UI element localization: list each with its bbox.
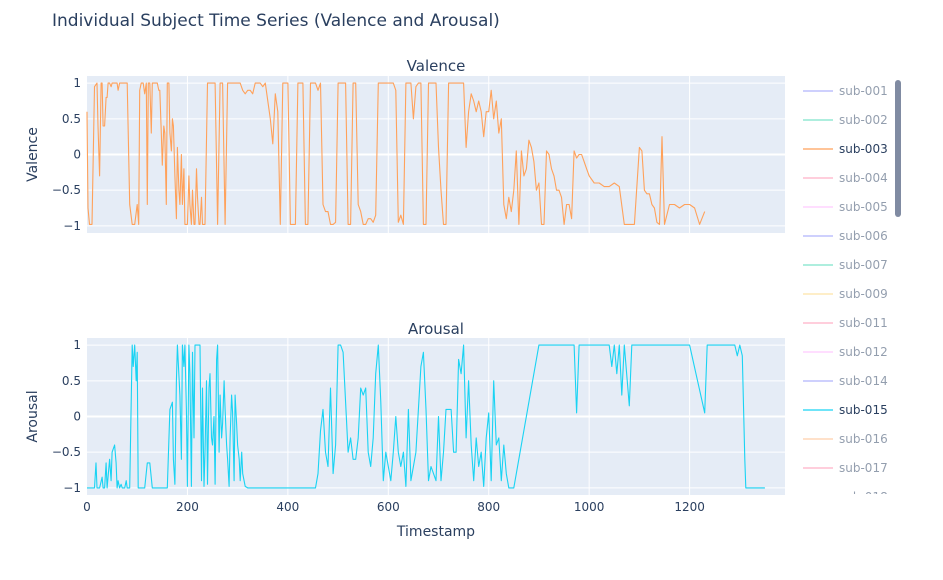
legend-label: sub-016 xyxy=(839,432,888,446)
legend-item-sub-002[interactable]: sub-002 xyxy=(803,113,888,127)
legend-label: sub-015 xyxy=(839,403,888,417)
legend-label: sub-012 xyxy=(839,345,888,359)
legend-item-sub-005[interactable]: sub-005 xyxy=(803,200,888,214)
x-tick-label: 1200 xyxy=(674,500,705,514)
legend-label: sub-017 xyxy=(839,461,888,475)
legend-item-sub-001[interactable]: sub-001 xyxy=(803,84,888,98)
chart-title: Individual Subject Time Series (Valence … xyxy=(52,11,500,31)
legend: sub-001 sub-002 sub-003 sub-004 sub-005 sub-0… xyxy=(803,80,901,504)
legend-item-sub-018[interactable]: sub-018 xyxy=(803,490,888,504)
series-line-sub-003 xyxy=(86,82,706,225)
legend-label: sub-004 xyxy=(839,171,888,185)
legend-label: sub-018 xyxy=(839,490,888,504)
y-axis-label: Valence xyxy=(25,127,41,182)
legend-scrollbar[interactable] xyxy=(895,80,901,217)
legend-item-sub-014[interactable]: sub-014 xyxy=(803,374,888,388)
y-tick-label: −0.5 xyxy=(52,445,81,459)
legend-item-sub-017[interactable]: sub-017 xyxy=(803,461,888,475)
y-tick-label: 0.5 xyxy=(62,374,81,388)
y-tick-label: −1 xyxy=(63,481,81,495)
series-line-sub-015 xyxy=(87,344,765,489)
legend-label: sub-003 xyxy=(839,142,888,156)
x-tick-label: 1000 xyxy=(574,500,605,514)
legend-item-sub-015[interactable]: sub-015 xyxy=(803,403,888,417)
subplot-title: Valence xyxy=(407,57,466,75)
valence-subplot: 1 0.5 0 −0.5 −1 Valence Valence xyxy=(25,57,785,233)
x-tick-label: 600 xyxy=(377,500,400,514)
legend-label: sub-001 xyxy=(839,84,888,98)
legend-item-sub-009[interactable]: sub-009 xyxy=(803,287,888,301)
arousal-subplot: 1 0.5 0 −0.5 −1 Arousal Arousal 0 200 400 600 800 10… xyxy=(25,320,785,514)
legend-label: sub-007 xyxy=(839,258,888,272)
y-tick-label: 1 xyxy=(73,338,81,352)
legend-item-sub-007[interactable]: sub-007 xyxy=(803,258,888,272)
x-tick-label: 400 xyxy=(276,500,299,514)
y-tick-label: 1 xyxy=(73,76,81,90)
x-tick-label: 200 xyxy=(176,500,199,514)
legend-label: sub-011 xyxy=(839,316,888,330)
legend-item-sub-004[interactable]: sub-004 xyxy=(803,171,888,185)
x-tick-label: 0 xyxy=(83,500,91,514)
legend-label: sub-009 xyxy=(839,287,888,301)
y-tick-label: 0 xyxy=(73,410,81,424)
x-tick-label: 800 xyxy=(477,500,500,514)
x-axis-label: Timestamp xyxy=(396,524,475,540)
y-tick-label: 0.5 xyxy=(62,112,81,126)
y-tick-label: −0.5 xyxy=(52,183,81,197)
legend-label: sub-006 xyxy=(839,229,888,243)
legend-item-sub-012[interactable]: sub-012 xyxy=(803,345,888,359)
legend-item-sub-003[interactable]: sub-003 xyxy=(803,142,888,156)
legend-label: sub-005 xyxy=(839,200,888,214)
y-tick-label: 0 xyxy=(73,148,81,162)
y-axis-label: Arousal xyxy=(25,390,41,442)
y-tick-label: −1 xyxy=(63,219,81,233)
subplot-title: Arousal xyxy=(408,320,464,338)
legend-item-sub-006[interactable]: sub-006 xyxy=(803,229,888,243)
legend-label: sub-002 xyxy=(839,113,888,127)
legend-item-sub-016[interactable]: sub-016 xyxy=(803,432,888,446)
legend-item-sub-011[interactable]: sub-011 xyxy=(803,316,888,330)
legend-label: sub-014 xyxy=(839,374,888,388)
